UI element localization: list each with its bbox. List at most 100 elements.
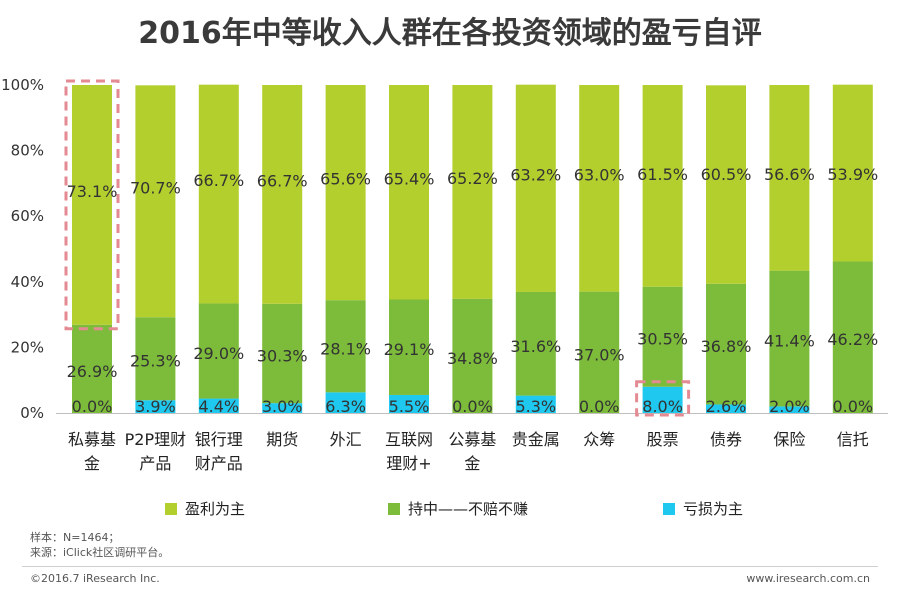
bar-segment xyxy=(706,404,746,413)
category-label: 债券 xyxy=(710,430,742,449)
data-label-profit: 73.1% xyxy=(67,182,118,201)
data-label-profit: 66.7% xyxy=(193,171,244,190)
y-tick-label: 80% xyxy=(11,142,44,160)
y-tick-label: 20% xyxy=(11,338,44,356)
data-label-hold: 36.8% xyxy=(701,337,752,356)
bar-segment xyxy=(135,400,176,413)
bar-segment xyxy=(706,283,746,405)
legend-item-hold: 持中——不赔不赚 xyxy=(388,498,528,519)
data-label-hold: 31.6% xyxy=(510,337,561,356)
footer-divider xyxy=(22,566,878,567)
bar-segment xyxy=(72,85,112,325)
bar-segment xyxy=(198,84,239,304)
bar-segment xyxy=(769,406,810,413)
bar-segment xyxy=(198,303,239,399)
y-tick-label: 0% xyxy=(20,404,44,422)
bar-segment xyxy=(262,85,303,304)
data-label-loss: 0.0% xyxy=(579,397,620,416)
data-label-profit: 70.7% xyxy=(130,178,181,197)
bar-segment xyxy=(325,392,366,413)
data-label-profit: 66.7% xyxy=(257,171,308,190)
category-label: 理财+ xyxy=(386,454,431,473)
data-label-profit: 63.0% xyxy=(574,165,625,184)
bar-segment xyxy=(832,84,873,262)
category-label: 公募基 xyxy=(448,430,496,449)
data-label-loss: 0.0% xyxy=(452,397,493,416)
website: www.iresearch.com.cn xyxy=(746,572,870,585)
bar-segment xyxy=(706,85,746,284)
category-label: P2P理财 xyxy=(125,430,186,449)
data-label-hold: 37.0% xyxy=(574,345,625,364)
legend-label-profit: 盈利为主 xyxy=(185,500,246,518)
category-label: 金 xyxy=(84,454,100,473)
category-label: 私募基 xyxy=(68,430,116,449)
y-tick-label: 100% xyxy=(1,76,44,94)
bar-segment xyxy=(832,261,873,413)
data-label-hold: 26.9% xyxy=(67,362,118,381)
footnotes: 样本：N=1464； 来源：iClick社区调研平台。 xyxy=(30,530,169,560)
data-label-profit: 60.5% xyxy=(701,165,752,184)
bar-segment xyxy=(389,394,429,413)
bar-segment xyxy=(389,85,429,300)
bar-segment xyxy=(135,317,176,401)
bar-segment xyxy=(72,324,112,413)
category-label: 期货 xyxy=(266,430,298,449)
bar-segment xyxy=(515,291,556,396)
data-label-loss: 8.0% xyxy=(642,397,683,416)
bar-segment xyxy=(769,85,810,271)
category-label: 保险 xyxy=(773,430,805,449)
data-label-profit: 65.2% xyxy=(447,169,498,188)
data-label-loss: 4.4% xyxy=(198,397,239,416)
category-label: 银行理 xyxy=(195,430,243,449)
bar-segment xyxy=(198,398,239,413)
data-label-hold: 34.8% xyxy=(447,349,498,368)
legend-label-loss: 亏损为主 xyxy=(683,500,744,518)
bar-segment xyxy=(452,85,493,299)
bar-segment xyxy=(642,286,683,387)
data-label-hold: 46.2% xyxy=(827,330,878,349)
sample-note: 样本：N=1464； xyxy=(30,531,120,544)
bar-segment xyxy=(579,291,620,413)
data-label-hold: 41.4% xyxy=(764,332,815,351)
category-label: 财产品 xyxy=(195,454,243,473)
category-label: 贵金属 xyxy=(512,430,560,449)
legend-item-profit: 盈利为主 xyxy=(165,498,245,519)
category-label: 互联网 xyxy=(385,430,433,449)
data-label-loss: 6.3% xyxy=(325,397,366,416)
bar-segment xyxy=(515,84,556,292)
y-tick-label: 40% xyxy=(11,273,44,291)
legend-swatch-loss xyxy=(663,502,675,515)
data-label-profit: 65.6% xyxy=(320,170,371,189)
data-label-loss: 0.0% xyxy=(72,397,113,416)
bar-segment xyxy=(262,303,303,404)
data-label-loss: 5.5% xyxy=(389,397,430,416)
legend-label-hold: 持中——不赔不赚 xyxy=(408,500,529,518)
bar-segment xyxy=(642,386,683,413)
data-label-loss: 2.6% xyxy=(706,397,747,416)
bar-segment xyxy=(579,85,620,292)
data-label-hold: 29.1% xyxy=(384,340,435,359)
data-label-loss: 3.9% xyxy=(135,397,176,416)
data-label-profit: 56.6% xyxy=(764,165,815,184)
bar-segment xyxy=(452,298,493,413)
legend-swatch-profit xyxy=(165,502,177,515)
chart-title: 2016年中等收入人群在各投资领域的盈亏自评 xyxy=(138,16,762,51)
legend-item-loss: 亏损为主 xyxy=(663,498,743,519)
bar-segment xyxy=(642,85,683,287)
data-label-profit: 61.5% xyxy=(637,165,688,184)
bar-segment xyxy=(515,395,556,413)
category-label: 信托 xyxy=(837,430,869,449)
data-label-loss: 0.0% xyxy=(832,397,873,416)
bar-segment xyxy=(389,299,429,395)
data-label-hold: 25.3% xyxy=(130,352,181,371)
bar-segment xyxy=(325,85,366,301)
category-label: 金 xyxy=(464,454,480,473)
category-label: 股票 xyxy=(647,430,679,449)
category-label: 产品 xyxy=(139,454,171,473)
data-label-profit: 53.9% xyxy=(827,165,878,184)
copyright: ©2016.7 iResearch Inc. xyxy=(30,572,160,585)
bar-segment xyxy=(325,300,366,393)
data-label-hold: 30.5% xyxy=(637,330,688,349)
bar-segment xyxy=(262,403,303,413)
